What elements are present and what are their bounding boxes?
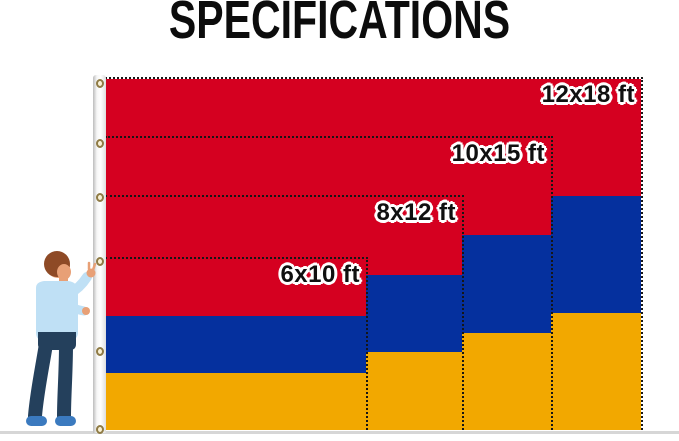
grommet-icon [96,193,104,202]
person-shirt [36,281,78,340]
flag-pole-sleeve [93,75,106,434]
stripe-red [105,259,366,316]
person-left-leg [28,337,53,423]
person-fingers [87,261,97,272]
person-left-shoe [26,416,47,426]
grommet-icon [96,139,104,148]
grommet-icon [96,257,104,266]
size-label-12x18: 12x18 ft [541,81,635,108]
size-label-8x12: 8x12 ft [376,199,456,226]
page-title: SPECIFICATIONS [168,0,511,50]
floor-line [0,431,679,434]
person-illustration [26,251,97,426]
person-right-shoe [55,416,76,426]
stripe-orange [105,373,366,430]
flag-6x10: 6x10 ft [105,257,368,430]
size-label-10x15: 10x15 ft [451,140,545,167]
grommet-icon [96,347,104,356]
grommet-icon [96,79,104,88]
stripe-blue [105,316,366,373]
person-hand-lower [82,307,90,315]
grommet-icon [96,425,104,434]
person-neck [59,274,68,284]
person-right-leg [57,337,73,423]
size-label-6x10: 6x10 ft [280,261,360,288]
